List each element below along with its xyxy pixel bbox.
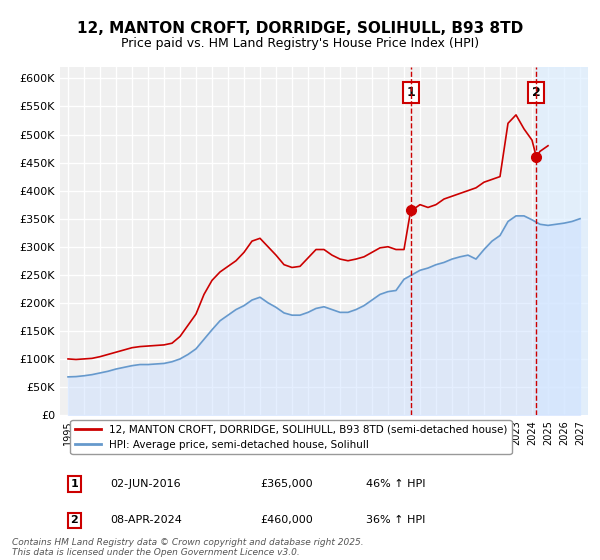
Text: 12, MANTON CROFT, DORRIDGE, SOLIHULL, B93 8TD: 12, MANTON CROFT, DORRIDGE, SOLIHULL, B9… (77, 21, 523, 36)
Text: 08-APR-2024: 08-APR-2024 (110, 515, 182, 525)
Text: Price paid vs. HM Land Registry's House Price Index (HPI): Price paid vs. HM Land Registry's House … (121, 38, 479, 50)
Text: Contains HM Land Registry data © Crown copyright and database right 2025.
This d: Contains HM Land Registry data © Crown c… (12, 538, 364, 557)
Text: 46% ↑ HPI: 46% ↑ HPI (366, 479, 426, 489)
Text: 1: 1 (406, 86, 415, 99)
Text: 2: 2 (71, 515, 79, 525)
Bar (536, 67, 588, 415)
Text: 36% ↑ HPI: 36% ↑ HPI (366, 515, 425, 525)
Legend: 12, MANTON CROFT, DORRIDGE, SOLIHULL, B93 8TD (semi-detached house), HPI: Averag: 12, MANTON CROFT, DORRIDGE, SOLIHULL, B9… (70, 420, 512, 454)
Text: 2: 2 (532, 86, 541, 99)
Text: £460,000: £460,000 (260, 515, 313, 525)
Text: 1: 1 (71, 479, 79, 489)
Text: 02-JUN-2016: 02-JUN-2016 (110, 479, 181, 489)
Text: £365,000: £365,000 (260, 479, 313, 489)
